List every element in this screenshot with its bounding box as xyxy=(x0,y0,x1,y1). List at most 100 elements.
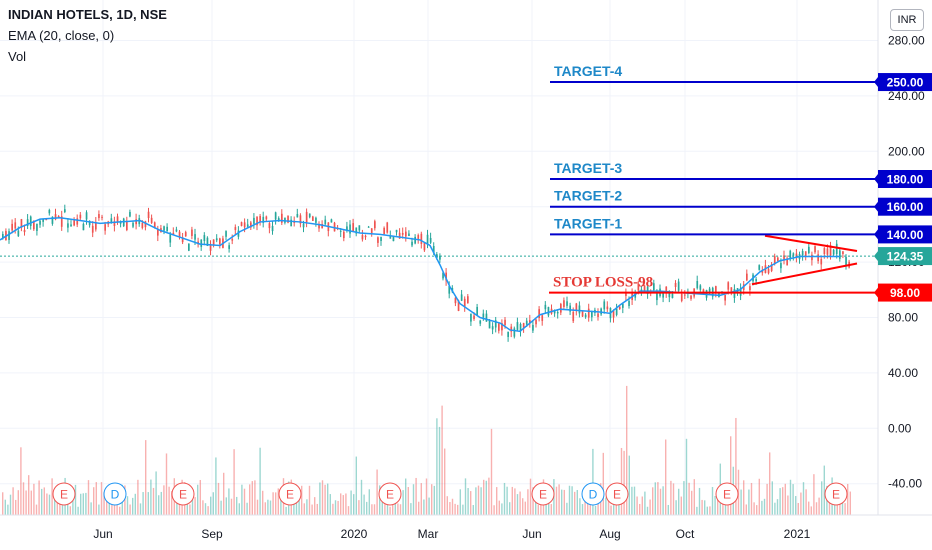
volume-bar xyxy=(532,487,534,515)
candle-body xyxy=(414,236,416,244)
volume-bar xyxy=(704,500,706,515)
currency-button[interactable]: INR xyxy=(890,9,924,31)
candle-body xyxy=(832,249,835,255)
volume-bar xyxy=(834,497,836,515)
volume-bar xyxy=(745,504,747,515)
volume-bar xyxy=(610,505,612,515)
candle-body xyxy=(479,320,482,324)
volume-bar xyxy=(706,506,708,515)
candle-body xyxy=(8,231,10,240)
candle-body xyxy=(773,256,776,264)
volume-bar xyxy=(823,465,825,515)
candle-body xyxy=(315,217,317,223)
earnings-marker: E xyxy=(613,488,621,502)
volume-bar xyxy=(142,492,144,515)
marker-circle xyxy=(715,482,739,506)
price-tag-180.00: 180.00 xyxy=(887,173,924,187)
marker-circle xyxy=(171,482,195,506)
candle-body xyxy=(777,257,779,261)
volume-bar xyxy=(17,490,19,515)
candle-body xyxy=(104,224,106,231)
volume-bar xyxy=(740,489,742,515)
volume-bar xyxy=(688,482,690,515)
volume-bar xyxy=(412,484,415,515)
candle-body xyxy=(439,255,441,260)
volume-bar xyxy=(397,503,399,515)
volume-bar xyxy=(137,479,139,515)
candle-body xyxy=(39,220,41,225)
candle-body xyxy=(612,311,615,318)
volume-bar xyxy=(22,482,25,515)
candle-body xyxy=(606,306,609,310)
volume-bar xyxy=(124,485,126,515)
volume-bar xyxy=(246,502,248,515)
volume-bar xyxy=(483,479,485,515)
candle-body xyxy=(256,216,258,226)
candle-body xyxy=(150,217,153,223)
candle-body xyxy=(615,308,618,315)
candle-body xyxy=(274,212,277,220)
volume-bar xyxy=(631,486,633,515)
candle-body xyxy=(101,216,103,218)
volume-bar xyxy=(818,497,820,515)
time-tick: Aug xyxy=(599,527,620,541)
time-axis[interactable]: Jun Sep 2020 Mar Jun Aug Oct 2021 xyxy=(0,514,932,541)
volume-bar xyxy=(737,469,740,515)
candle-body xyxy=(839,250,841,259)
volume-bar xyxy=(189,504,191,515)
candle-body xyxy=(237,230,240,237)
volume-bar xyxy=(535,497,537,515)
volume-bar xyxy=(477,485,480,515)
candle-body xyxy=(501,322,503,331)
candle-body xyxy=(339,230,342,232)
volume-bar xyxy=(363,494,365,515)
candle-body xyxy=(789,250,792,260)
candle-body xyxy=(516,322,519,330)
candle-body xyxy=(401,233,404,235)
candle-body xyxy=(653,283,655,290)
candle-body xyxy=(801,251,804,256)
candle-body xyxy=(54,214,57,220)
volume-bar xyxy=(428,497,430,515)
candle-body xyxy=(312,216,314,221)
volume-bar xyxy=(46,493,48,515)
volume-bar xyxy=(30,490,32,515)
volume-bar xyxy=(691,490,693,515)
candle-body xyxy=(147,211,150,219)
candle-body xyxy=(476,306,478,315)
volume-bar xyxy=(41,488,43,515)
marker-circle xyxy=(824,482,848,506)
volume-bar xyxy=(657,482,659,515)
earnings-marker: E xyxy=(832,488,840,502)
volume-bar xyxy=(628,455,630,515)
candle-body xyxy=(845,257,847,265)
volume-bar xyxy=(373,504,376,515)
candle-body xyxy=(33,220,35,230)
volume-bar xyxy=(59,499,61,515)
price-axis[interactable]: 280.00240.00200.00160.00120.0080.0040.00… xyxy=(874,0,932,515)
candle-body xyxy=(560,303,562,313)
volume-bar xyxy=(337,500,339,515)
volume-bar xyxy=(98,504,100,515)
candle-body xyxy=(308,213,311,218)
volume-legend: Vol xyxy=(8,49,27,64)
candle-body xyxy=(184,232,187,237)
candle-body xyxy=(42,219,44,222)
volume-bar xyxy=(633,486,636,515)
volume-bar xyxy=(298,489,300,515)
candle-body xyxy=(622,303,624,308)
volume-bar xyxy=(178,500,181,515)
volume-bar xyxy=(314,497,316,515)
volume-bar xyxy=(795,496,797,515)
candle-body xyxy=(73,220,75,226)
candle-body xyxy=(95,222,97,230)
volume-bar xyxy=(301,485,303,515)
volume-bar xyxy=(527,489,529,515)
volume-bar xyxy=(360,479,363,515)
candle-body xyxy=(696,281,699,289)
candle-body xyxy=(668,291,671,298)
candle-body xyxy=(498,323,500,331)
candle-body xyxy=(392,236,395,242)
candle-body xyxy=(299,215,302,224)
